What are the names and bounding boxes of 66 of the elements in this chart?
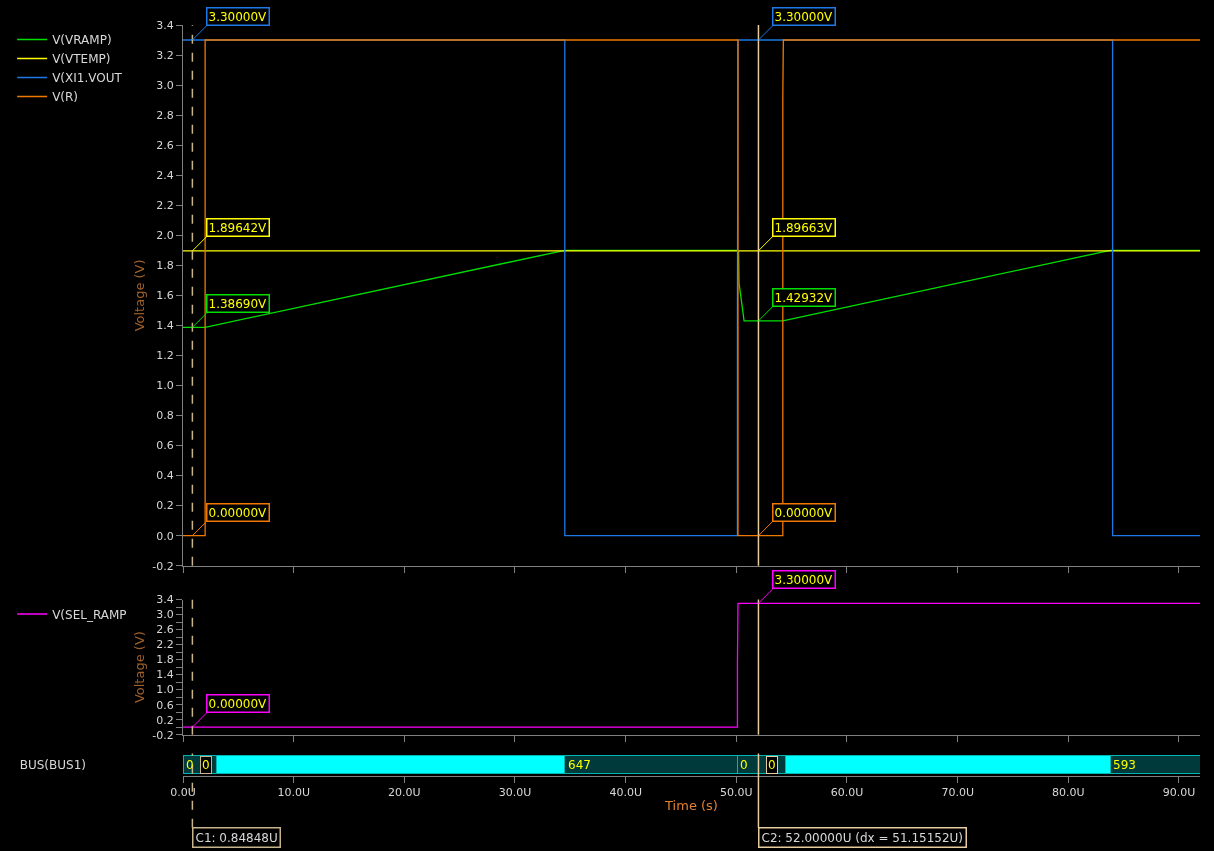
y-tick-label: BUS(BUS1): [19, 757, 86, 772]
legend-label: V(VRAMP): [52, 33, 112, 48]
y-tick-label: 3.4: [156, 593, 174, 607]
y-tick-label: 2.8: [156, 108, 174, 122]
annotation: 1.89642V: [208, 220, 268, 235]
y-tick-label: 1.8: [156, 653, 174, 667]
y-tick-label: 3.0: [156, 608, 174, 622]
annotation: 0: [202, 758, 210, 772]
annotation: 0: [740, 758, 748, 772]
x-tick-label: 80.0U: [1052, 786, 1085, 800]
y-tick-label: 2.6: [156, 623, 174, 637]
annotation: 647: [568, 758, 591, 772]
y-tick-label: 1.6: [156, 289, 174, 303]
y-tick-label: 2.4: [156, 169, 174, 183]
legend-label: V(R): [52, 90, 79, 105]
legend-label: V(VTEMP): [52, 52, 111, 67]
annotation: 3.30000V: [774, 9, 834, 24]
annotation: 1.89663V: [774, 220, 834, 235]
annotation: 3.30000V: [208, 9, 268, 24]
annotation: 1.42932V: [774, 290, 834, 305]
y-tick-label: 1.4: [156, 668, 174, 682]
x-tick-label: 20.0U: [388, 786, 421, 800]
annotation: 593: [1113, 758, 1136, 772]
y-tick-label: 3.4: [156, 18, 174, 32]
y-tick-label: 2.0: [156, 229, 174, 243]
y-tick-label: -0.2: [152, 559, 174, 573]
y-tick-label: 0.2: [156, 713, 174, 727]
y-axis-title: Voltage (V): [132, 259, 148, 332]
y-tick-label: 0.4: [156, 469, 174, 483]
annotation: 0.00000V: [208, 505, 268, 520]
y-tick-label: 3.2: [156, 48, 174, 62]
x-tick-label: 10.0U: [277, 786, 310, 800]
x-tick-label: 50.0U: [720, 786, 753, 800]
x-tick-label: 40.0U: [609, 786, 642, 800]
y-tick-label: 1.8: [156, 259, 174, 273]
x-tick-label: 70.0U: [941, 786, 974, 800]
y-tick-label: 1.0: [156, 379, 174, 393]
y-tick-label: 0.6: [156, 439, 174, 453]
x-tick-label: 60.0U: [830, 786, 864, 800]
y-tick-label: 0.8: [156, 409, 174, 423]
y-tick-label: 2.2: [156, 199, 174, 213]
annotation: 0: [186, 758, 194, 772]
legend-label: V(XI1.VOUT: [52, 71, 123, 86]
annotation: 1.38690V: [208, 296, 268, 311]
ref-line-label: C2: 52.00000U (dx = 51.15152U): [761, 830, 964, 845]
annotation: 3.30000V: [774, 572, 834, 587]
annotation: 0: [768, 758, 776, 772]
x-tick-label: 0.0U: [170, 786, 196, 800]
x-tick-label: 90.0U: [1162, 786, 1196, 800]
y-tick-label: 2.2: [156, 638, 174, 652]
y-tick-label: 2.6: [156, 139, 174, 153]
y-tick-label: 0.6: [156, 698, 174, 712]
legend-label: V(SEL_RAMP: [52, 607, 127, 622]
annotation: 0.00000V: [208, 696, 268, 711]
y-tick-label: -0.2: [152, 728, 174, 742]
y-tick-label: 1.2: [156, 349, 174, 363]
y-tick-label: 0.2: [156, 499, 174, 513]
y-axis-title: Voltage (V): [132, 631, 148, 704]
y-tick-label: 3.0: [156, 78, 174, 92]
y-tick-label: 1.4: [156, 319, 174, 333]
y-tick-label: 1.0: [156, 683, 174, 697]
x-axis-title: Time (s): [664, 797, 718, 813]
x-tick-label: 30.0U: [498, 786, 532, 800]
ref-line-label: C1: 0.84848U: [195, 830, 278, 845]
y-tick-label: 0.0: [156, 529, 174, 543]
annotation: 0.00000V: [774, 505, 834, 520]
